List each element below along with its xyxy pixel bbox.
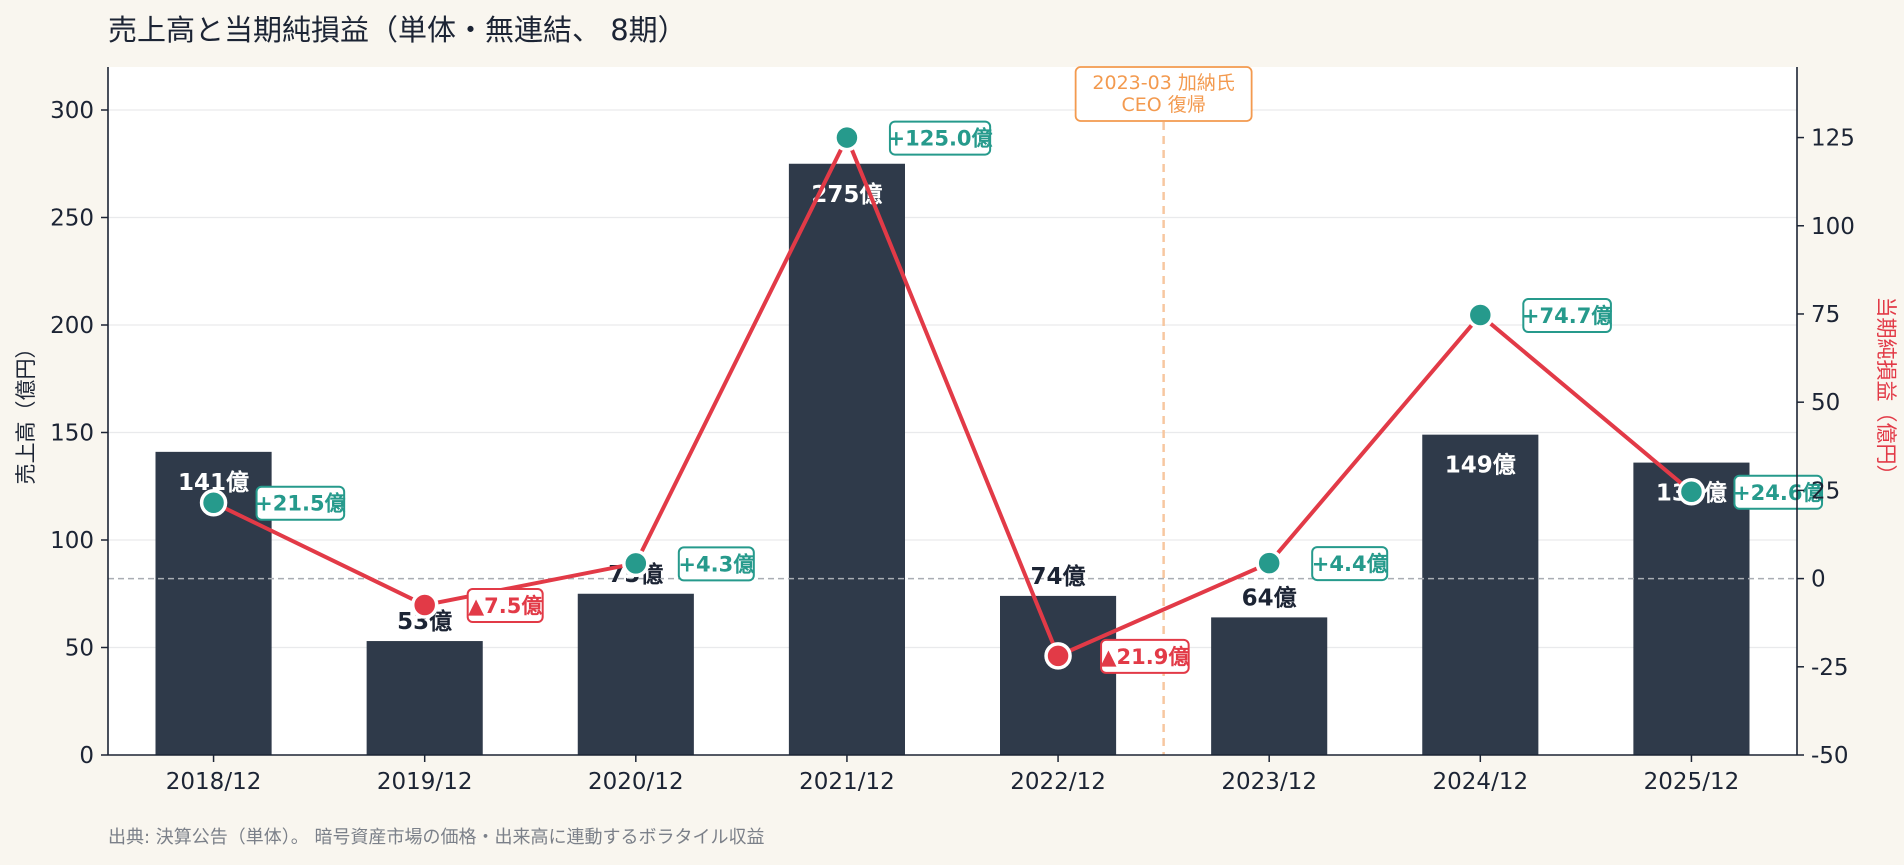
x-tick-label: 2024/12 bbox=[1433, 769, 1529, 795]
bar bbox=[577, 593, 694, 755]
data-point bbox=[833, 123, 861, 152]
y-right-tick-label: -50 bbox=[1811, 743, 1849, 769]
data-point bbox=[1255, 549, 1283, 577]
net-income-labels: +21.5億 ▲7.5億 +4.3億 +125.0億 ▲21.9億 +4.4億 +74.7億… bbox=[255, 120, 1824, 674]
bars bbox=[155, 163, 1750, 755]
y-left-tick-label: 0 bbox=[79, 743, 94, 769]
bar bbox=[366, 641, 483, 755]
y-axis-right-label: 当期純損益（億円） bbox=[1874, 297, 1898, 486]
bar bbox=[1211, 617, 1328, 755]
point-label-box bbox=[255, 485, 346, 521]
bar-label: 149億 bbox=[1445, 452, 1516, 479]
y-left-tick-label: 50 bbox=[65, 636, 94, 662]
bar bbox=[1000, 595, 1117, 755]
point-label: +24.6億 bbox=[1733, 481, 1823, 505]
net-income-polyline bbox=[212, 135, 1693, 658]
y-left-tick-label: 100 bbox=[50, 528, 94, 554]
bar bbox=[1633, 462, 1750, 755]
point-label: +4.4億 bbox=[1312, 552, 1388, 576]
x-tick-label: 2020/12 bbox=[588, 769, 684, 795]
x-tick-label: 2023/12 bbox=[1221, 769, 1317, 795]
annotation-text-line1: 2023-03 加納氏 bbox=[1092, 72, 1234, 94]
y-right-tick-label: 100 bbox=[1811, 214, 1855, 240]
bar-label: 74億 bbox=[1031, 563, 1086, 590]
point-label-box bbox=[677, 546, 755, 582]
y-right-tick-label: -25 bbox=[1811, 655, 1849, 681]
y-axis-left-label: 売上高（億円） bbox=[14, 338, 38, 485]
y-left-tick-label: 300 bbox=[50, 98, 94, 124]
plot-area bbox=[108, 67, 1797, 755]
data-point bbox=[410, 591, 439, 619]
x-tick-label: 2021/12 bbox=[799, 769, 895, 795]
point-label: +74.7億 bbox=[1522, 304, 1612, 328]
data-point bbox=[622, 549, 650, 578]
y-right-tick-label: 0 bbox=[1811, 567, 1826, 593]
y-left-tick-label: 200 bbox=[50, 313, 94, 339]
x-tick-label: 2022/12 bbox=[1010, 769, 1106, 795]
data-point bbox=[1466, 301, 1495, 329]
y-left-tick-label: 250 bbox=[50, 206, 94, 232]
footnote: 出典: 決算公告（単体）。 暗号資産市場の価格・出来高に連動するボラタイル収益 bbox=[108, 827, 765, 848]
y-right-tick-label: 50 bbox=[1811, 390, 1840, 416]
point-label-box bbox=[1522, 298, 1612, 334]
point-label: +125.0億 bbox=[888, 127, 993, 151]
x-tick-label: 2018/12 bbox=[166, 769, 262, 795]
net-income-points bbox=[199, 123, 1706, 670]
x-tick-label: 2019/12 bbox=[377, 769, 473, 795]
point-label: +4.3億 bbox=[678, 552, 754, 576]
data-point bbox=[199, 488, 228, 517]
point-label: +21.5億 bbox=[255, 492, 345, 516]
data-point bbox=[1044, 642, 1072, 670]
annotation-text-line2: CEO 復帰 bbox=[1121, 94, 1205, 116]
data-point bbox=[1677, 478, 1706, 506]
bar bbox=[1422, 434, 1539, 755]
point-label-box bbox=[888, 120, 992, 156]
y-left-tick-label: 150 bbox=[50, 421, 94, 447]
point-label-box bbox=[1311, 546, 1389, 582]
y-right-tick-label: 125 bbox=[1811, 126, 1855, 152]
bar-label: 64億 bbox=[1242, 584, 1297, 611]
point-label-box bbox=[1100, 638, 1190, 674]
net-income-line bbox=[212, 135, 1693, 658]
axes: 0 50 100 150 200 250 300 -50 -25 0 25 50 75 100 125 201… bbox=[50, 67, 1855, 795]
point-label-box bbox=[1733, 474, 1824, 510]
y-right-tick-label: 25 bbox=[1811, 478, 1840, 504]
point-label: ▲7.5億 bbox=[468, 594, 542, 618]
y-right-tick-label: 75 bbox=[1811, 302, 1840, 328]
x-tick-label: 2025/12 bbox=[1644, 769, 1740, 795]
point-label: ▲21.9億 bbox=[1100, 645, 1189, 669]
annotation-box bbox=[1074, 66, 1253, 122]
chart-title: 売上高と当期純損益（単体・無連結、 8期） bbox=[108, 13, 687, 47]
bar bbox=[788, 163, 905, 755]
point-label-box bbox=[466, 588, 544, 624]
